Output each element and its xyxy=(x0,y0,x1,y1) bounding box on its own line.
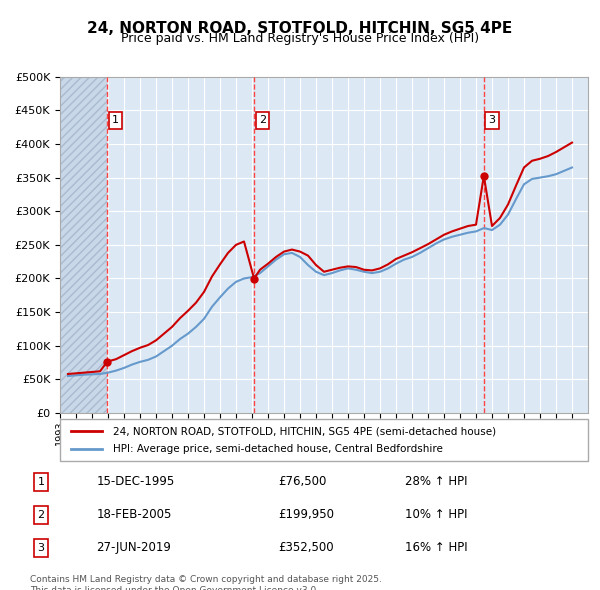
Text: 27-JUN-2019: 27-JUN-2019 xyxy=(96,541,171,555)
Text: 1: 1 xyxy=(112,116,119,126)
Text: £199,950: £199,950 xyxy=(278,508,334,522)
Text: Contains HM Land Registry data © Crown copyright and database right 2025.
This d: Contains HM Land Registry data © Crown c… xyxy=(30,575,382,590)
Bar xyxy=(60,77,107,413)
Text: £352,500: £352,500 xyxy=(278,541,334,555)
Text: 3: 3 xyxy=(38,543,44,553)
Text: 16% ↑ HPI: 16% ↑ HPI xyxy=(406,541,468,555)
Text: Price paid vs. HM Land Registry's House Price Index (HPI): Price paid vs. HM Land Registry's House … xyxy=(121,32,479,45)
Text: 2: 2 xyxy=(37,510,44,520)
Text: 1: 1 xyxy=(38,477,44,487)
Text: 15-DEC-1995: 15-DEC-1995 xyxy=(96,475,175,489)
Text: 24, NORTON ROAD, STOTFOLD, HITCHIN, SG5 4PE (semi-detached house): 24, NORTON ROAD, STOTFOLD, HITCHIN, SG5 … xyxy=(113,426,496,436)
Text: 2: 2 xyxy=(259,116,266,126)
Text: 18-FEB-2005: 18-FEB-2005 xyxy=(96,508,172,522)
Text: 10% ↑ HPI: 10% ↑ HPI xyxy=(406,508,468,522)
Text: 28% ↑ HPI: 28% ↑ HPI xyxy=(406,475,468,489)
Text: HPI: Average price, semi-detached house, Central Bedfordshire: HPI: Average price, semi-detached house,… xyxy=(113,444,443,454)
Text: £76,500: £76,500 xyxy=(278,475,327,489)
FancyBboxPatch shape xyxy=(60,419,588,461)
Text: 24, NORTON ROAD, STOTFOLD, HITCHIN, SG5 4PE: 24, NORTON ROAD, STOTFOLD, HITCHIN, SG5 … xyxy=(88,21,512,35)
Text: 3: 3 xyxy=(488,116,496,126)
